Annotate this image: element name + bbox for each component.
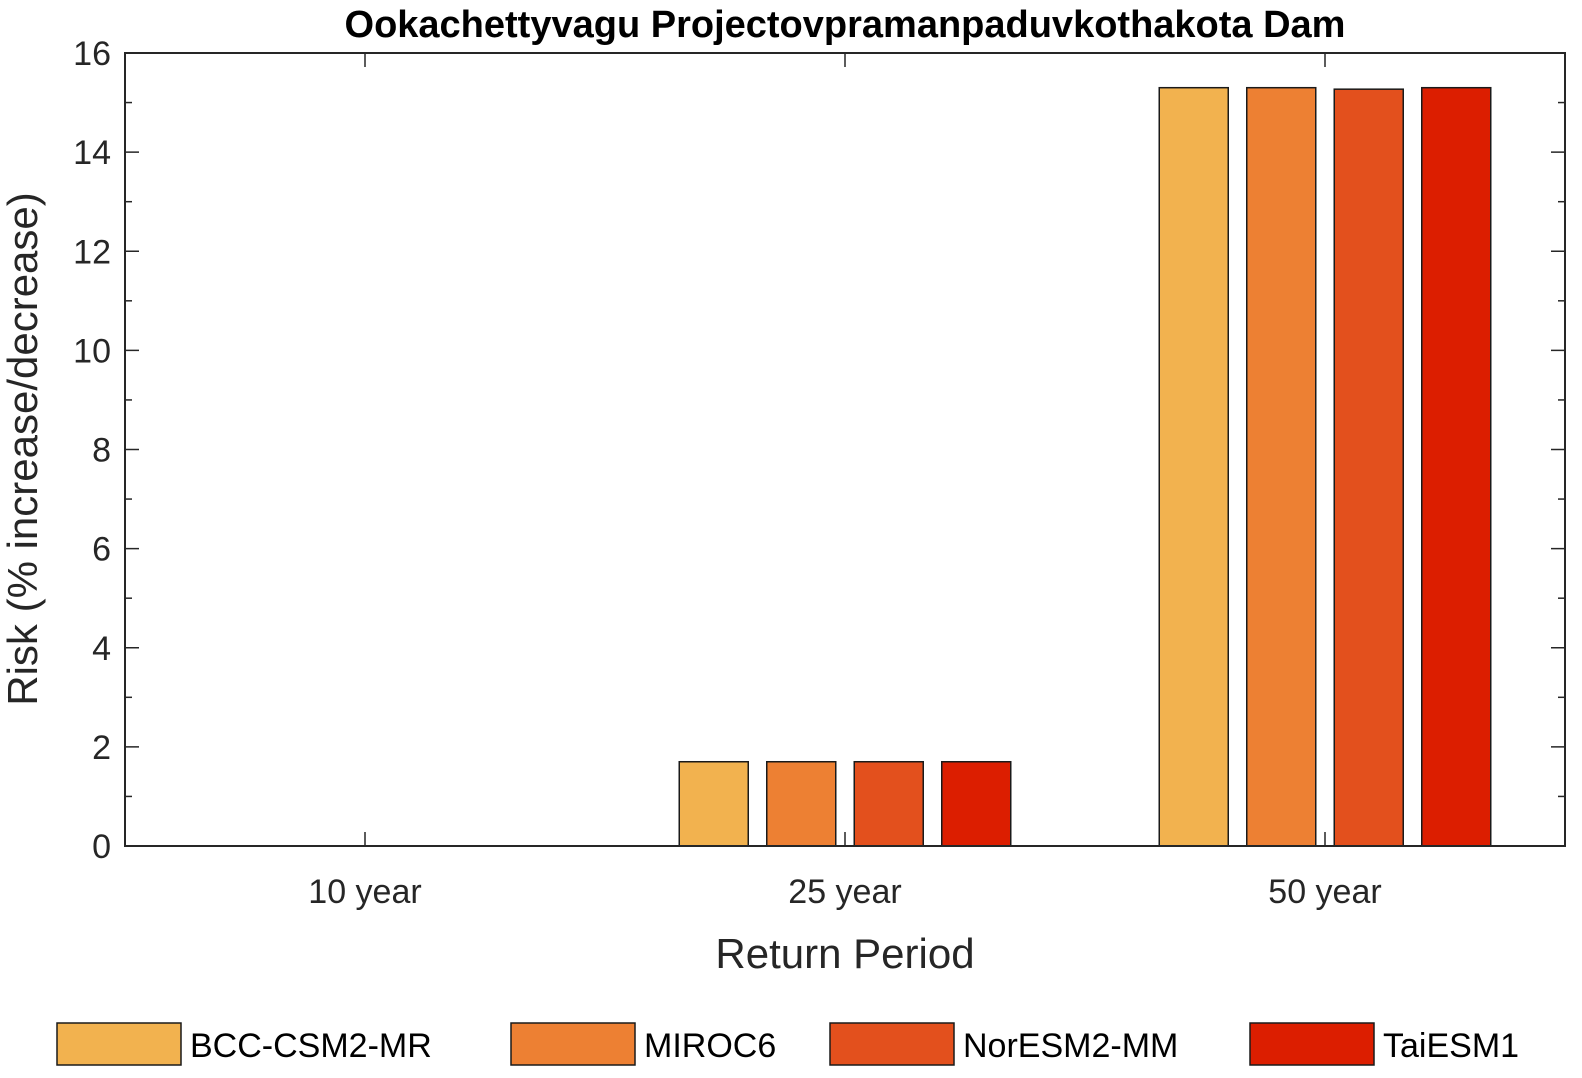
legend-label: BCC-CSM2-MR: [190, 1027, 432, 1065]
bar-taiesm1-25-year: [941, 760, 1012, 847]
bar-bcc-csm2-mr-25-year: [678, 760, 749, 847]
y-tick-labels: 0 2 4 6 8 10 12 14 16: [73, 35, 111, 866]
chart-title: Ookachettyvagu Projectovpramanpaduvkotha…: [345, 4, 1346, 46]
x-tick-label: 10 year: [308, 873, 421, 911]
bar-noresm2-mm-25-year: [853, 760, 924, 847]
x-tick-label: 50 year: [1268, 873, 1381, 911]
y-tick-label: 14: [73, 134, 111, 172]
x-tick-labels: 10 year 25 year 50 year: [308, 873, 1381, 911]
bars-group: [678, 86, 1492, 847]
y-axis-label: Risk (% increase/decrease): [0, 192, 46, 706]
plot-area: [125, 53, 1565, 846]
legend-swatch: [1249, 1022, 1375, 1066]
bar-miroc6-50-year: [1246, 86, 1317, 847]
legend: BCC-CSM2-MR MIROC6 NorESM2-MM TaiESM1: [56, 1022, 1519, 1066]
bar-bcc-csm2-mr-50-year: [1158, 86, 1229, 847]
legend-swatch: [510, 1022, 636, 1066]
y-tick-label: 6: [92, 531, 111, 569]
bar-miroc6-25-year: [766, 760, 837, 847]
y-tick-label: 12: [73, 233, 111, 271]
x-axis-label: Return Period: [715, 930, 974, 977]
plot-border: [124, 52, 1566, 847]
y-tick-label: 10: [73, 332, 111, 370]
legend-swatch: [829, 1022, 955, 1066]
legend-label: MIROC6: [644, 1027, 776, 1065]
x-tick-label: 25 year: [788, 873, 901, 911]
bar-noresm2-mm-50-year: [1333, 88, 1404, 847]
y-tick-label: 0: [92, 828, 111, 866]
bar-taiesm1-50-year: [1421, 86, 1492, 847]
legend-label: NorESM2-MM: [963, 1027, 1178, 1065]
y-tick-label: 4: [92, 630, 111, 668]
y-tick-label: 8: [92, 432, 111, 470]
y-tick-label: 2: [92, 729, 111, 767]
legend-swatch: [56, 1022, 182, 1066]
legend-label: TaiESM1: [1383, 1027, 1519, 1065]
y-tick-label: 16: [73, 35, 111, 73]
